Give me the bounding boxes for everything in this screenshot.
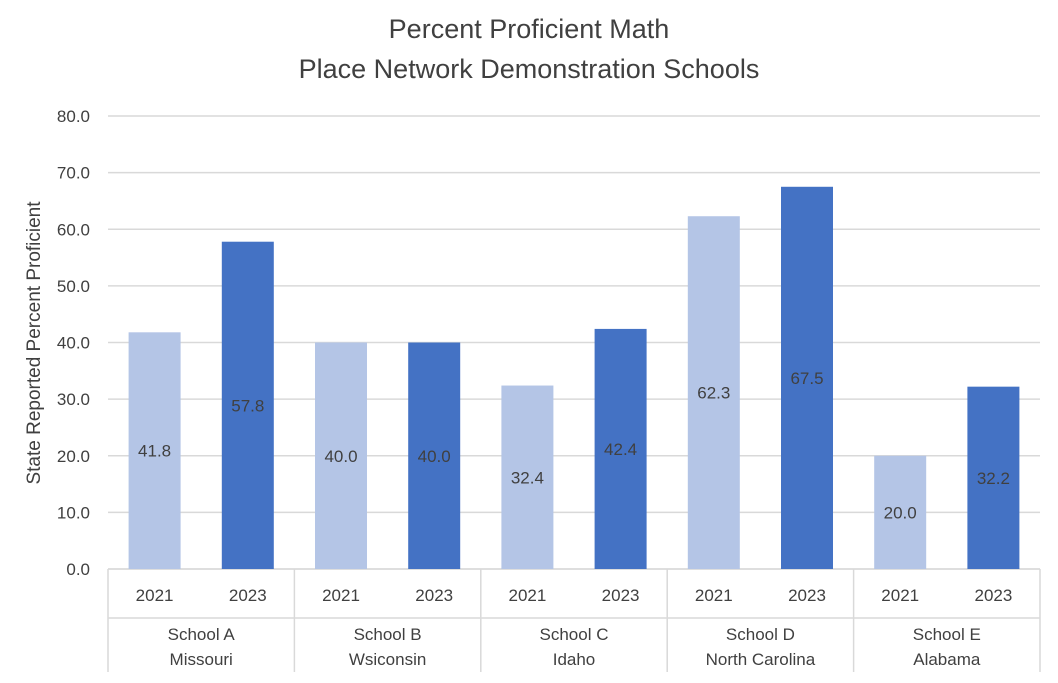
y-tick-label: 40.0 [57, 334, 90, 353]
y-tick-label: 0.0 [66, 560, 90, 579]
data-label: 41.8 [138, 442, 171, 461]
x-tick-label: 2021 [881, 586, 919, 605]
data-label: 40.0 [324, 447, 357, 466]
x-tick-label: 2021 [322, 586, 360, 605]
y-tick-label: 80.0 [57, 107, 90, 126]
category-label-state: Wsiconsin [349, 650, 426, 669]
y-tick-label: 30.0 [57, 390, 90, 409]
bar [781, 186, 833, 569]
x-tick-label: 2021 [508, 586, 546, 605]
chart-title: Percent Proficient Math [388, 14, 670, 44]
x-tick-label: 2023 [602, 586, 640, 605]
data-label: 20.0 [884, 503, 917, 522]
category-label-school: School A [168, 625, 236, 644]
category-label-state: Alabama [913, 650, 981, 669]
bar [501, 385, 554, 569]
data-label: 57.8 [231, 396, 264, 415]
bar [967, 386, 1020, 569]
bar [315, 342, 367, 569]
y-tick-label: 20.0 [57, 447, 90, 466]
x-tick-label: 2023 [974, 586, 1012, 605]
data-label: 32.2 [977, 469, 1010, 488]
category-label-school: School E [913, 625, 981, 644]
data-label: 62.3 [697, 384, 730, 403]
bar [687, 216, 740, 569]
category-label-school: School B [354, 625, 422, 644]
y-tick-label: 50.0 [57, 277, 90, 296]
bar [128, 332, 181, 569]
x-tick-label: 2021 [136, 586, 174, 605]
y-tick-label: 60.0 [57, 220, 90, 239]
category-label-state: North Carolina [706, 650, 816, 669]
data-label: 67.5 [790, 369, 823, 388]
data-label: 32.4 [511, 468, 544, 487]
data-label: 42.4 [604, 440, 637, 459]
category-label-state: Missouri [170, 650, 233, 669]
bar [594, 328, 647, 569]
x-tick-label: 2021 [695, 586, 733, 605]
x-tick-label: 2023 [415, 586, 453, 605]
y-tick-label: 70.0 [57, 164, 90, 183]
x-tick-label: 2023 [229, 586, 267, 605]
category-label-state: Idaho [553, 650, 596, 669]
data-label: 40.0 [418, 447, 451, 466]
y-tick-label: 10.0 [57, 503, 90, 522]
chart-subtitle: Place Network Demonstration Schools [298, 54, 760, 84]
bar [221, 241, 274, 569]
bar [408, 342, 461, 569]
x-tick-label: 2023 [788, 586, 826, 605]
category-label-school: School D [726, 625, 795, 644]
bar [874, 455, 927, 569]
category-label-school: School C [540, 625, 609, 644]
